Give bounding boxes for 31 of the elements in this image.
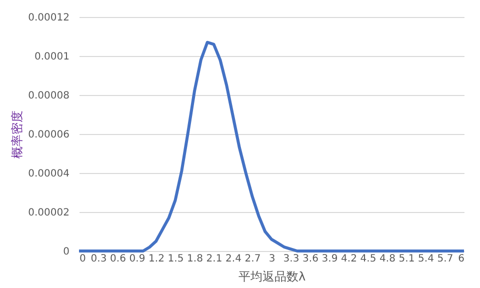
x-tick-label: 0.3 — [90, 254, 107, 264]
y-tick-label: 0.00012 — [28, 12, 70, 24]
line-series — [78, 40, 466, 252]
x-tick-label: 5.4 — [418, 254, 434, 264]
x-tick-label: 1.8 — [187, 254, 203, 264]
y-tick-label: 0.00006 — [28, 130, 70, 140]
x-tick-label: 3 — [268, 254, 276, 264]
x-tick-label: 4.8 — [380, 254, 396, 264]
y-axis-title: 概率密度 — [10, 110, 24, 158]
y-tick-label: 0.00004 — [28, 168, 70, 180]
x-tick-label: 0 — [80, 254, 86, 264]
x-tick-label: 0.9 — [129, 254, 146, 264]
x-tick-label: 1.5 — [168, 254, 184, 264]
x-tick-label: 1.2 — [148, 254, 164, 264]
x-tick-label: 3.9 — [322, 254, 338, 264]
x-tick-label: 5.1 — [398, 254, 415, 264]
x-tick-label: 4.2 — [341, 254, 357, 264]
x-tick-label: 2.7 — [244, 254, 261, 264]
y-tick-label: 0.0001 — [34, 52, 70, 62]
y-tick-label: 0.00002 — [28, 208, 70, 218]
x-tick-label: 3.3 — [283, 254, 300, 264]
x-tick-label: 2.1 — [206, 254, 222, 264]
y-tick-label: 0 — [63, 246, 70, 258]
x-tick-label: 4.5 — [360, 254, 376, 264]
x-tick-label: 0.6 — [110, 254, 126, 264]
x-axis-title: 平均返品数λ — [238, 270, 306, 284]
x-tick-label: 5.7 — [437, 254, 454, 264]
x-tick-label: 3.6 — [302, 254, 318, 264]
y-tick-label: 0.00008 — [28, 90, 70, 102]
x-tick-label: 2.4 — [226, 254, 242, 264]
x-tick-label: 6 — [458, 254, 464, 264]
